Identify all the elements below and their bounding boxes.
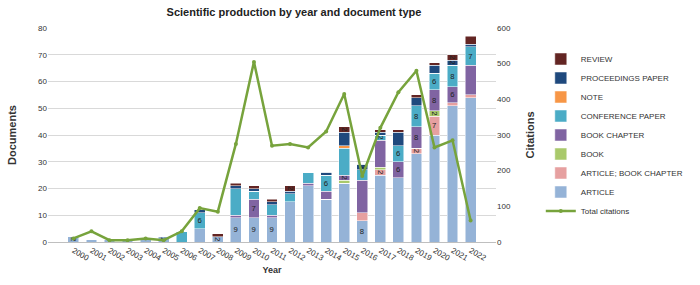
svg-text:2: 2 [340,175,349,179]
svg-text:9: 9 [252,225,256,234]
svg-text:40: 40 [38,131,47,140]
svg-text:0: 0 [43,238,48,247]
svg-text:PROCEEDINGS PAPER: PROCEEDINGS PAPER [581,74,669,83]
svg-text:8: 8 [450,72,454,81]
svg-text:600: 600 [497,24,511,33]
svg-text:2015: 2015 [341,246,361,263]
svg-text:2006: 2006 [179,246,199,263]
svg-text:2017: 2017 [377,246,397,263]
svg-text:Citations: Citations [524,111,536,158]
svg-text:6: 6 [324,179,328,188]
svg-text:2: 2 [69,237,78,241]
svg-text:2020: 2020 [431,246,451,263]
svg-text:2001: 2001 [88,246,108,263]
svg-text:8: 8 [414,133,418,142]
svg-text:2022: 2022 [468,246,488,263]
svg-text:9: 9 [270,225,274,234]
svg-text:8: 8 [360,227,364,236]
svg-text:BOOK: BOOK [581,150,605,159]
svg-text:CONFERENCE PAPER: CONFERENCE PAPER [581,112,666,121]
svg-text:7: 7 [432,121,436,130]
svg-text:2003: 2003 [125,246,145,263]
svg-text:6: 6 [197,216,201,225]
svg-text:2009: 2009 [233,246,253,263]
svg-text:2014: 2014 [323,246,343,263]
svg-text:2012: 2012 [287,246,307,263]
svg-text:2007: 2007 [197,246,217,263]
svg-text:2016: 2016 [359,246,379,263]
svg-text:8: 8 [432,96,436,105]
svg-text:ARTICLE: ARTICLE [581,188,615,197]
svg-text:6: 6 [432,77,436,86]
svg-text:200: 200 [497,166,511,175]
svg-text:2: 2 [340,127,349,131]
svg-text:50: 50 [38,104,47,113]
svg-text:20: 20 [38,184,47,193]
svg-text:9: 9 [233,225,237,234]
svg-text:30: 30 [38,158,47,167]
svg-text:2: 2 [412,149,421,153]
svg-text:6: 6 [396,165,400,174]
svg-text:8: 8 [414,112,418,121]
svg-text:80: 80 [38,24,47,33]
svg-text:2019: 2019 [413,246,433,263]
svg-text:2011: 2011 [269,246,289,263]
svg-text:300: 300 [497,131,511,140]
svg-text:7: 7 [468,52,472,61]
svg-text:BOOK CHAPTER: BOOK CHAPTER [581,131,645,140]
svg-text:400: 400 [497,95,511,104]
svg-text:Total citations: Total citations [581,207,629,216]
svg-text:7: 7 [252,204,256,213]
svg-text:2005: 2005 [161,246,181,263]
svg-text:Scientific production by year: Scientific production by year and docume… [167,6,422,18]
svg-text:2: 2 [448,60,457,64]
svg-text:Documents: Documents [6,105,18,165]
svg-text:REVIEW: REVIEW [581,55,613,64]
svg-text:60: 60 [38,77,47,86]
svg-text:2: 2 [213,237,222,241]
svg-text:2000: 2000 [70,246,90,263]
svg-text:500: 500 [497,59,511,68]
svg-text:Year: Year [262,265,282,275]
svg-text:70: 70 [38,51,47,60]
svg-text:2: 2 [286,186,295,190]
svg-text:2010: 2010 [251,246,271,263]
svg-text:2018: 2018 [395,246,415,263]
svg-text:2021: 2021 [450,246,470,263]
svg-text:100: 100 [497,202,511,211]
svg-text:2: 2 [448,55,457,59]
svg-text:ARTICLE; BOOK CHAPTER: ARTICLE; BOOK CHAPTER [581,169,683,178]
svg-text:2: 2 [430,111,439,115]
svg-text:6: 6 [450,90,454,99]
svg-text:2: 2 [376,135,385,139]
svg-text:2: 2 [159,237,168,241]
svg-text:2: 2 [376,170,385,174]
svg-text:0: 0 [497,238,502,247]
svg-text:NOTE: NOTE [581,93,603,102]
svg-text:2002: 2002 [107,246,127,263]
svg-text:2: 2 [358,165,367,169]
svg-text:2004: 2004 [143,246,163,263]
svg-text:6: 6 [396,149,400,158]
svg-text:10: 10 [38,211,47,220]
svg-text:2013: 2013 [305,246,325,263]
svg-text:2008: 2008 [215,246,235,263]
